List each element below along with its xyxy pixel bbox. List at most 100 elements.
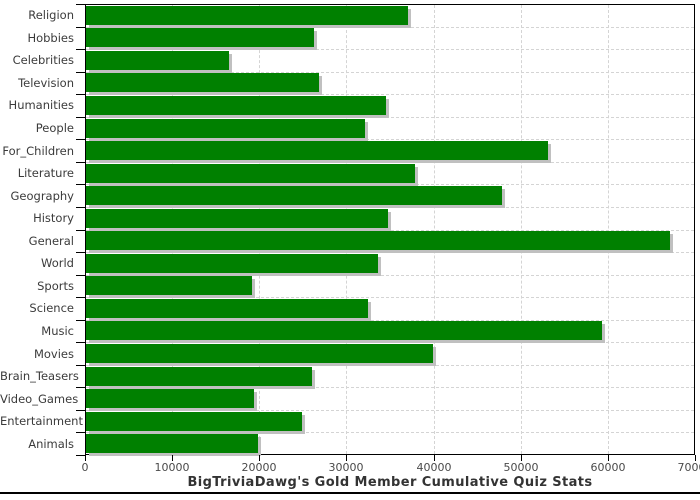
y-axis-tick (76, 387, 85, 388)
gridline-vertical-40000 (434, 5, 435, 454)
gridline-horizontal (86, 207, 694, 208)
gridline-horizontal (86, 252, 694, 253)
gridline-horizontal (86, 230, 694, 231)
x-axis-tick-60000 (608, 455, 609, 461)
gridline-horizontal (86, 342, 694, 343)
category-label-history: History (33, 211, 74, 225)
y-axis-tick (76, 27, 85, 28)
y-axis-tick (76, 320, 85, 321)
chart-title: BigTriviaDawg's Gold Member Cumulative Q… (187, 475, 593, 490)
gridline-vertical-30000 (346, 5, 347, 454)
gridline-horizontal (86, 387, 694, 388)
gridline-horizontal (86, 72, 694, 73)
gridline-horizontal (86, 117, 694, 118)
category-label-music: Music (41, 324, 74, 338)
category-label-sports: Sports (37, 279, 74, 293)
category-label-humanities: Humanities (8, 98, 74, 112)
gridline-horizontal (86, 27, 694, 28)
bar-literature (86, 164, 415, 183)
category-label-hobbies: Hobbies (27, 31, 74, 45)
category-label-literature: Literature (17, 166, 74, 180)
x-axis-tick-20000 (259, 455, 260, 461)
y-axis-tick (76, 432, 85, 433)
gridline-horizontal (86, 139, 694, 140)
bar-science (86, 299, 368, 318)
y-axis-tick (76, 297, 85, 298)
category-label-world: World (41, 256, 74, 270)
bar-television (86, 73, 319, 92)
y-axis-tick (76, 275, 85, 276)
y-axis-tick (76, 49, 85, 50)
y-axis-tick (76, 207, 85, 208)
category-label-celebrities: Celebrities (12, 53, 74, 67)
y-axis-tick (76, 455, 85, 456)
bar-humanities (86, 96, 386, 115)
bar-brain-teasers (86, 367, 312, 386)
bar-music (86, 321, 602, 340)
category-label-general: General (28, 234, 74, 248)
x-tick-label-20000: 20000 (241, 461, 277, 474)
y-axis-tick (76, 72, 85, 73)
x-axis-tick-70000 (695, 455, 696, 461)
category-label-geography: Geography (10, 189, 75, 203)
bar-people (86, 119, 365, 138)
category-label-movies: Movies (33, 347, 74, 361)
bar-animals (86, 434, 258, 453)
y-axis-tick (76, 230, 85, 231)
x-axis-tick-0 (85, 455, 86, 461)
category-label-television: Television (18, 76, 74, 90)
category-label-animals: Animals (28, 437, 74, 451)
gridline-vertical-60000 (608, 5, 609, 454)
y-axis-tick (76, 94, 85, 95)
y-axis-tick (76, 252, 85, 253)
x-axis-tick-30000 (346, 455, 347, 461)
bar-hobbies (86, 28, 314, 47)
bar-world (86, 254, 378, 273)
gridline-horizontal (86, 94, 694, 95)
x-tick-label-60000: 60000 (590, 461, 626, 474)
y-axis-tick (76, 162, 85, 163)
gridline-vertical-20000 (259, 5, 260, 454)
bar-movies (86, 344, 433, 363)
y-axis-tick (76, 410, 85, 411)
x-axis-tick-40000 (434, 455, 435, 461)
category-label-entertainment: Entertainment (0, 414, 83, 428)
x-tick-label-0: 0 (81, 461, 89, 474)
bar-for-children (86, 141, 548, 160)
bottom-divider (0, 492, 700, 494)
bar-celebrities (86, 51, 229, 70)
category-label-religion: Religion (28, 8, 74, 22)
gridline-horizontal (86, 275, 694, 276)
bar-sports (86, 276, 252, 295)
gridline-horizontal (86, 365, 694, 366)
x-tick-label-50000: 50000 (503, 461, 539, 474)
gridline-vertical-50000 (521, 5, 522, 454)
bar-entertainment (86, 412, 302, 431)
bar-general (86, 231, 670, 250)
category-label-video-games: Video_Games (0, 392, 79, 406)
plot-area (85, 4, 695, 455)
y-axis-tick (76, 184, 85, 185)
x-axis-tick-50000 (521, 455, 522, 461)
y-axis-tick (76, 4, 85, 5)
x-tick-label-30000: 30000 (328, 461, 364, 474)
gridline-horizontal (86, 184, 694, 185)
y-axis-tick (76, 117, 85, 118)
category-label-science: Science (29, 301, 74, 315)
category-label-people: People (35, 121, 74, 135)
category-label-brain-teasers: Brain_Teasers (0, 369, 79, 383)
bar-video-games (86, 389, 254, 408)
bar-history (86, 209, 388, 228)
bar-geography (86, 186, 502, 205)
x-tick-label-40000: 40000 (416, 461, 452, 474)
y-axis-tick (76, 139, 85, 140)
gridline-vertical-10000 (172, 5, 173, 454)
gridline-horizontal (86, 432, 694, 433)
bar-religion (86, 6, 408, 25)
x-tick-label-70000: 70000 (677, 461, 700, 474)
gridline-horizontal (86, 297, 694, 298)
gridline-horizontal (86, 410, 694, 411)
x-tick-label-10000: 10000 (154, 461, 190, 474)
gridline-horizontal (86, 49, 694, 50)
